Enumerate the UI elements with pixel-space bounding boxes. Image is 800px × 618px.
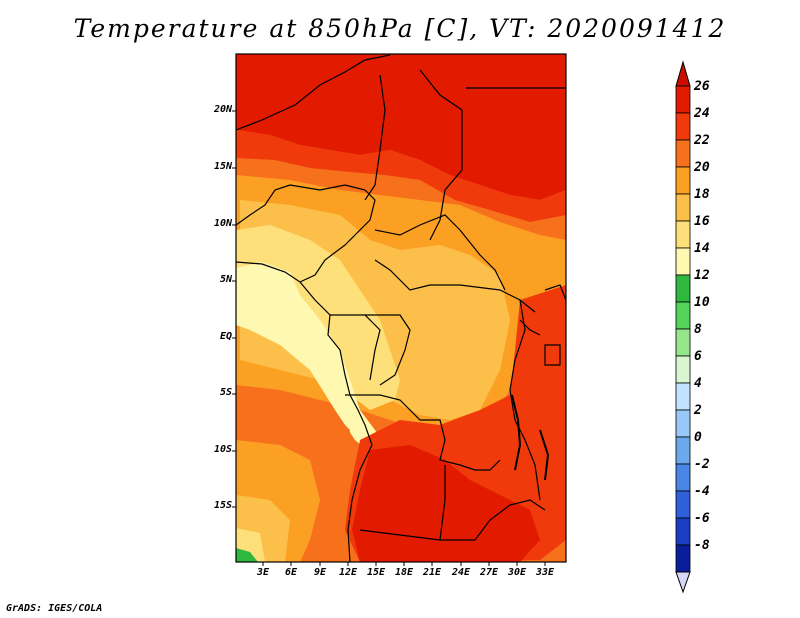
lat-label: 5S — [219, 387, 232, 398]
field-24-north — [236, 130, 566, 222]
lon-label: 12E — [338, 567, 358, 578]
lon-label: 24E — [451, 567, 471, 578]
lake-malawi — [539, 429, 550, 481]
colorbar-label: 22 — [694, 133, 710, 148]
colorbar-label: 2 — [694, 403, 702, 418]
border-chad-sudan — [419, 69, 463, 241]
colorbar-label: -6 — [694, 511, 710, 526]
lon-label: 6E — [284, 567, 298, 578]
lake-victoria — [544, 344, 561, 366]
border-niger-chad — [364, 74, 386, 201]
colorbar-swatch — [675, 166, 691, 195]
lake-albert — [519, 319, 541, 336]
coastline-west-africa — [235, 184, 376, 283]
colorbar-swatch — [675, 355, 691, 384]
colorbar-swatch — [675, 193, 691, 222]
colorbar-label: 10 — [694, 295, 710, 310]
lat-label: EQ — [219, 331, 232, 342]
coastline-atlantic — [299, 281, 373, 563]
lon-label: 3E — [256, 567, 270, 578]
lon-label: 18E — [394, 567, 414, 578]
border-car-sudan — [374, 214, 506, 291]
colorbar-label: -4 — [694, 484, 710, 499]
map-frame — [235, 53, 567, 563]
lon-label: 9E — [313, 567, 327, 578]
colorbar — [675, 60, 691, 594]
colorbar-swatch — [675, 328, 691, 357]
colorbar-swatch — [675, 409, 691, 438]
colorbar-label: 0 — [694, 430, 702, 445]
colorbar-swatch — [675, 517, 691, 546]
colorbar-label: 18 — [694, 187, 710, 202]
border-angola-zambia — [439, 465, 446, 541]
border-gabon-congo — [330, 314, 381, 381]
lon-ticks — [262, 562, 546, 566]
border-car-drc — [374, 259, 536, 313]
colorbar-label: 24 — [694, 106, 710, 121]
lat-label: 20N — [213, 104, 232, 115]
border-angola-drc — [345, 394, 501, 471]
colorbar-swatch — [675, 112, 691, 141]
colorbar-swatch — [675, 463, 691, 492]
lat-label: 10S — [213, 444, 232, 455]
colorbar-swatch — [675, 544, 691, 573]
colorbar-swatch — [675, 274, 691, 303]
lat-label: 10N — [213, 218, 232, 229]
lon-label: 21E — [422, 567, 442, 578]
border-zambia-zimbabwe — [474, 499, 546, 541]
field-12-sw — [236, 548, 258, 562]
colorbar-label: -8 — [694, 538, 710, 553]
lon-label: 15E — [366, 567, 386, 578]
border-angola-namibia — [359, 529, 475, 541]
lat-label: 15N — [213, 161, 232, 172]
colorbar-label: 8 — [694, 322, 702, 337]
temperature-field — [236, 54, 566, 562]
lat-label: 5N — [219, 274, 232, 285]
field-14-coast — [236, 262, 385, 455]
colorbar-swatch — [675, 436, 691, 465]
border-congo-drc — [365, 314, 411, 386]
chart-title: Temperature at 850hPa [C], VT: 202009141… — [73, 14, 727, 43]
lon-label: 33E — [535, 567, 555, 578]
colorbar-swatch — [675, 490, 691, 519]
field-26-south — [352, 445, 540, 562]
colorbar-swatch — [675, 382, 691, 411]
colorbar-label: 6 — [694, 349, 702, 364]
colorbar-swatch — [675, 301, 691, 330]
lat-ticks — [232, 110, 236, 508]
colorbar-label: -2 — [694, 457, 710, 472]
border-north-1 — [235, 54, 391, 131]
border-east-lakes — [509, 299, 541, 501]
colorbar-label: 4 — [694, 376, 702, 391]
lat-label: 15S — [213, 500, 232, 511]
colorbar-arrow-bottom — [675, 571, 691, 594]
colorbar-label: 12 — [694, 268, 710, 283]
lon-label: 30E — [507, 567, 527, 578]
colorbar-swatch — [675, 85, 691, 114]
colorbar-swatch — [675, 220, 691, 249]
credit-text: GrADS: IGES/COLA — [6, 603, 103, 614]
colorbar-swatch — [675, 247, 691, 276]
colorbar-label: 26 — [694, 79, 710, 94]
colorbar-arrow-top — [675, 60, 691, 87]
borders — [235, 54, 567, 563]
field-26-north — [236, 54, 566, 200]
border-ethiopia — [544, 284, 567, 301]
colorbar-swatch — [675, 139, 691, 168]
lon-label: 27E — [479, 567, 499, 578]
lake-tanganyika — [511, 394, 522, 471]
colorbar-label: 16 — [694, 214, 710, 229]
colorbar-label: 14 — [694, 241, 710, 256]
colorbar-label: 20 — [694, 160, 710, 175]
